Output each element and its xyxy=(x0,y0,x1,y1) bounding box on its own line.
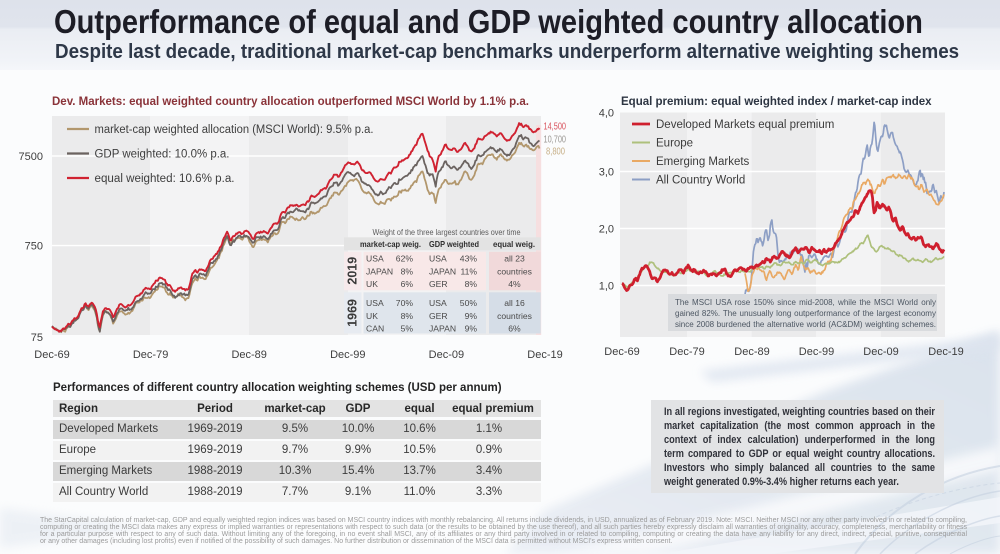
svg-text:50%: 50% xyxy=(460,298,478,308)
svg-text:Dec-19: Dec-19 xyxy=(928,346,963,358)
svg-text:equal weig.: equal weig. xyxy=(493,239,535,249)
svg-text:GDP weighted: GDP weighted xyxy=(429,239,479,249)
svg-text:Weight of the three largest co: Weight of the three largest countries ov… xyxy=(373,227,521,237)
svg-text:2,0: 2,0 xyxy=(599,224,614,236)
svg-text:USA: USA xyxy=(429,253,447,263)
svg-text:countries: countries xyxy=(497,266,532,276)
svg-text:1,0: 1,0 xyxy=(599,281,614,293)
svg-text:Dec-69: Dec-69 xyxy=(604,346,639,358)
svg-text:Emerging Markets: Emerging Markets xyxy=(656,156,750,168)
svg-text:Dec-89: Dec-89 xyxy=(734,346,769,358)
svg-text:CAN: CAN xyxy=(366,324,384,334)
svg-text:5%: 5% xyxy=(401,324,414,334)
svg-text:8%: 8% xyxy=(465,279,478,289)
svg-text:1969: 1969 xyxy=(345,299,359,327)
svg-text:7500: 7500 xyxy=(19,151,43,163)
svg-text:3,0: 3,0 xyxy=(599,167,614,179)
svg-text:62%: 62% xyxy=(396,253,414,263)
svg-text:Dec-09: Dec-09 xyxy=(863,346,898,358)
svg-text:4%: 4% xyxy=(508,279,521,289)
svg-text:All Country World: All Country World xyxy=(656,175,745,187)
svg-text:JAPAN: JAPAN xyxy=(429,266,456,276)
svg-text:Dec-99: Dec-99 xyxy=(799,346,834,358)
svg-text:4,0: 4,0 xyxy=(599,108,614,120)
svg-text:Dec-69: Dec-69 xyxy=(34,349,69,361)
svg-text:6%: 6% xyxy=(401,279,414,289)
svg-text:GER: GER xyxy=(429,311,448,321)
svg-text:2019: 2019 xyxy=(345,257,359,285)
svg-text:43%: 43% xyxy=(460,253,478,263)
svg-text:8%: 8% xyxy=(401,311,414,321)
svg-text:70%: 70% xyxy=(396,298,414,308)
svg-text:Dec-99: Dec-99 xyxy=(330,349,365,361)
svg-text:all 23: all 23 xyxy=(504,253,525,263)
svg-text:8%: 8% xyxy=(401,266,414,276)
svg-text:8,800: 8,800 xyxy=(546,147,565,158)
svg-text:750: 750 xyxy=(25,241,43,253)
svg-text:GER: GER xyxy=(429,279,448,289)
svg-text:market-cap weig.: market-cap weig. xyxy=(360,239,421,249)
svg-text:9%: 9% xyxy=(465,311,478,321)
svg-text:Dec-79: Dec-79 xyxy=(133,349,168,361)
svg-text:USA: USA xyxy=(366,298,384,308)
svg-text:countries: countries xyxy=(497,311,532,321)
svg-text:Dec-79: Dec-79 xyxy=(669,346,704,358)
svg-text:UK: UK xyxy=(366,311,378,321)
svg-text:75: 75 xyxy=(31,332,43,344)
svg-text:Dec-89: Dec-89 xyxy=(231,349,266,361)
svg-text:11%: 11% xyxy=(460,266,477,276)
svg-text:equal weighted: 10.6% p.a.: equal weighted: 10.6% p.a. xyxy=(95,173,235,185)
svg-text:Dec-09: Dec-09 xyxy=(429,349,464,361)
svg-text:10,700: 10,700 xyxy=(544,135,567,146)
svg-text:Dec-19: Dec-19 xyxy=(527,349,562,361)
svg-text:14,500: 14,500 xyxy=(544,122,567,133)
svg-text:9%: 9% xyxy=(465,324,478,334)
svg-text:USA: USA xyxy=(366,253,384,263)
svg-text:Europe: Europe xyxy=(656,138,693,150)
svg-text:JAPAN: JAPAN xyxy=(366,266,393,276)
svg-text:UK: UK xyxy=(366,279,378,289)
svg-text:USA: USA xyxy=(429,298,447,308)
svg-text:market-cap weighted allocation: market-cap weighted allocation (MSCI Wor… xyxy=(95,124,374,136)
svg-text:GDP weighted: 10.0% p.a.: GDP weighted: 10.0% p.a. xyxy=(95,149,230,161)
svg-text:all 16: all 16 xyxy=(504,298,525,308)
svg-text:Developed Markets equal premiu: Developed Markets equal premium xyxy=(656,119,834,131)
svg-text:6%: 6% xyxy=(508,324,521,334)
svg-text:JAPAN: JAPAN xyxy=(429,324,456,334)
